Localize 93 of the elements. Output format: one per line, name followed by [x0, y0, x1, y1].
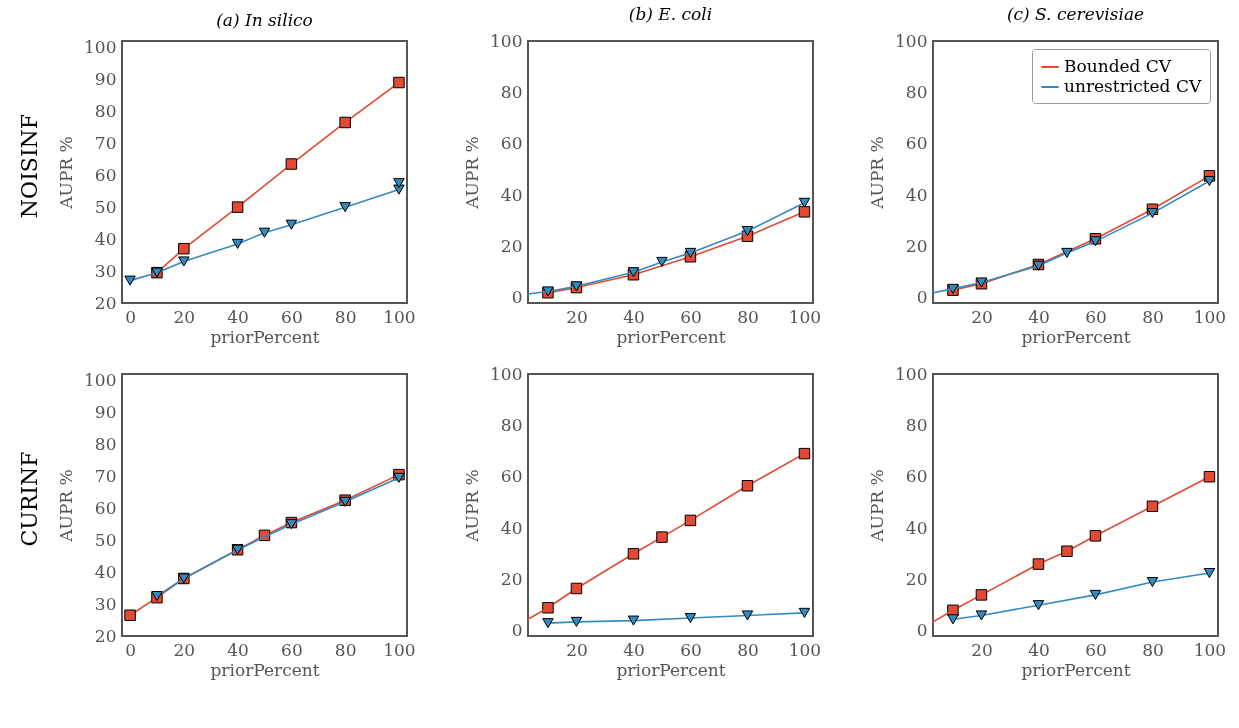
y-tick-label: 0 [511, 287, 523, 308]
y-tick-label: 80 [500, 414, 523, 435]
x-axis-title: priorPercent [1021, 326, 1131, 347]
x-axis-title: priorPercent [616, 659, 726, 680]
x-tick-label: 60 [1085, 639, 1107, 660]
x-tick-label: 20 [971, 639, 993, 660]
x-tick-label: 0 [125, 639, 136, 660]
x-tick-label: 40 [227, 639, 249, 660]
x-tick-label: 40 [1028, 639, 1050, 660]
y-tick-label: 0 [916, 287, 928, 308]
y-tick-label: 40 [500, 517, 523, 538]
y-tick-label: 60 [500, 133, 523, 154]
y-tick-label: 20 [500, 235, 523, 256]
y-tick-label: 80 [905, 81, 928, 102]
y-tick-label: 60 [905, 133, 928, 154]
y-tick-label: 60 [94, 497, 117, 518]
y-tick-label: 100 [84, 36, 117, 57]
x-tick-label: 40 [227, 306, 249, 327]
y-tick-label: 90 [94, 401, 117, 422]
y-tick-label: 70 [94, 465, 117, 486]
x-tick-label: 60 [281, 306, 303, 327]
x-tick-label: 60 [680, 639, 702, 660]
y-tick-label: 50 [94, 529, 117, 550]
x-tick-label: 60 [1085, 306, 1107, 327]
x-tick-label: 100 [383, 639, 416, 660]
y-tick-label: 30 [94, 593, 117, 614]
y-tick-label: 100 [490, 30, 523, 51]
x-axis-title: priorPercent [210, 326, 320, 347]
y-tick-label: 20 [905, 235, 928, 256]
x-tick-label: 100 [788, 306, 822, 327]
text: NOISINF [17, 113, 42, 219]
legend-label: Bounded CV [1064, 56, 1172, 76]
y-axis-title: AUPR % [462, 469, 483, 543]
y-axis-title: AUPR % [867, 469, 888, 543]
x-axis-title: priorPercent [1021, 659, 1131, 680]
y-tick-label: 0 [511, 620, 523, 641]
x-tick-label: 20 [566, 306, 588, 327]
x-tick-label: 80 [1142, 639, 1164, 660]
x-tick-label: 60 [680, 306, 702, 327]
y-tick-label: 60 [905, 466, 928, 487]
x-tick-label: 20 [173, 306, 196, 327]
x-tick-label: 80 [737, 639, 759, 660]
x-tick-label: 20 [566, 639, 588, 660]
x-tick-label: 20 [173, 639, 196, 660]
x-tick-label: 80 [737, 306, 759, 327]
y-tick-label: 40 [905, 184, 928, 205]
y-tick-label: 80 [94, 100, 117, 121]
y-tick-label: 80 [94, 433, 117, 454]
y-tick-label: 40 [500, 184, 523, 205]
y-tick-label: 60 [500, 466, 523, 487]
x-tick-label: 40 [623, 639, 645, 660]
x-axis-title: priorPercent [616, 326, 726, 347]
y-tick-label: 30 [94, 260, 117, 281]
y-tick-label: 100 [895, 363, 928, 384]
y-tick-label: 60 [94, 164, 117, 185]
y-axis-title: AUPR % [462, 136, 483, 210]
y-axis-title: AUPR % [56, 136, 77, 210]
y-axis-title: AUPR % [56, 469, 77, 543]
x-tick-label: 80 [334, 639, 357, 660]
y-tick-label: 90 [94, 68, 117, 89]
y-tick-label: 20 [94, 625, 117, 646]
x-tick-label: 80 [334, 306, 357, 327]
y-tick-label: 80 [500, 81, 523, 102]
y-tick-label: 20 [905, 568, 928, 589]
chart-title: (b) E. coli [628, 4, 713, 24]
x-tick-label: 40 [623, 306, 645, 327]
y-tick-label: 40 [94, 228, 117, 249]
x-tick-label: 100 [1193, 639, 1227, 660]
y-tick-label: 70 [94, 132, 117, 153]
y-tick-label: 40 [94, 561, 117, 582]
x-axis-title: priorPercent [210, 659, 320, 680]
y-tick-label: 20 [94, 292, 117, 313]
x-tick-label: 0 [125, 306, 136, 327]
y-tick-label: 80 [905, 414, 928, 435]
y-tick-label: 50 [94, 196, 117, 217]
y-tick-label: 0 [916, 620, 928, 641]
x-tick-label: 80 [1142, 306, 1164, 327]
chart-title: (c) S. cerevisiae [1006, 4, 1145, 24]
chart-title: (a) In silico [216, 10, 313, 31]
y-tick-label: 100 [84, 369, 117, 390]
y-axis-title: AUPR % [867, 136, 888, 210]
x-tick-label: 20 [971, 306, 993, 327]
y-tick-label: 100 [895, 30, 928, 51]
text: CURINF [17, 451, 42, 547]
x-tick-label: 100 [1193, 306, 1227, 327]
x-tick-label: 100 [788, 639, 822, 660]
x-tick-label: 40 [1028, 306, 1050, 327]
x-tick-label: 60 [281, 639, 303, 660]
y-tick-label: 100 [490, 363, 523, 384]
x-tick-label: 100 [383, 306, 416, 327]
y-tick-label: 40 [905, 517, 928, 538]
legend-label: unrestricted CV [1064, 76, 1202, 96]
y-tick-label: 20 [500, 568, 523, 589]
